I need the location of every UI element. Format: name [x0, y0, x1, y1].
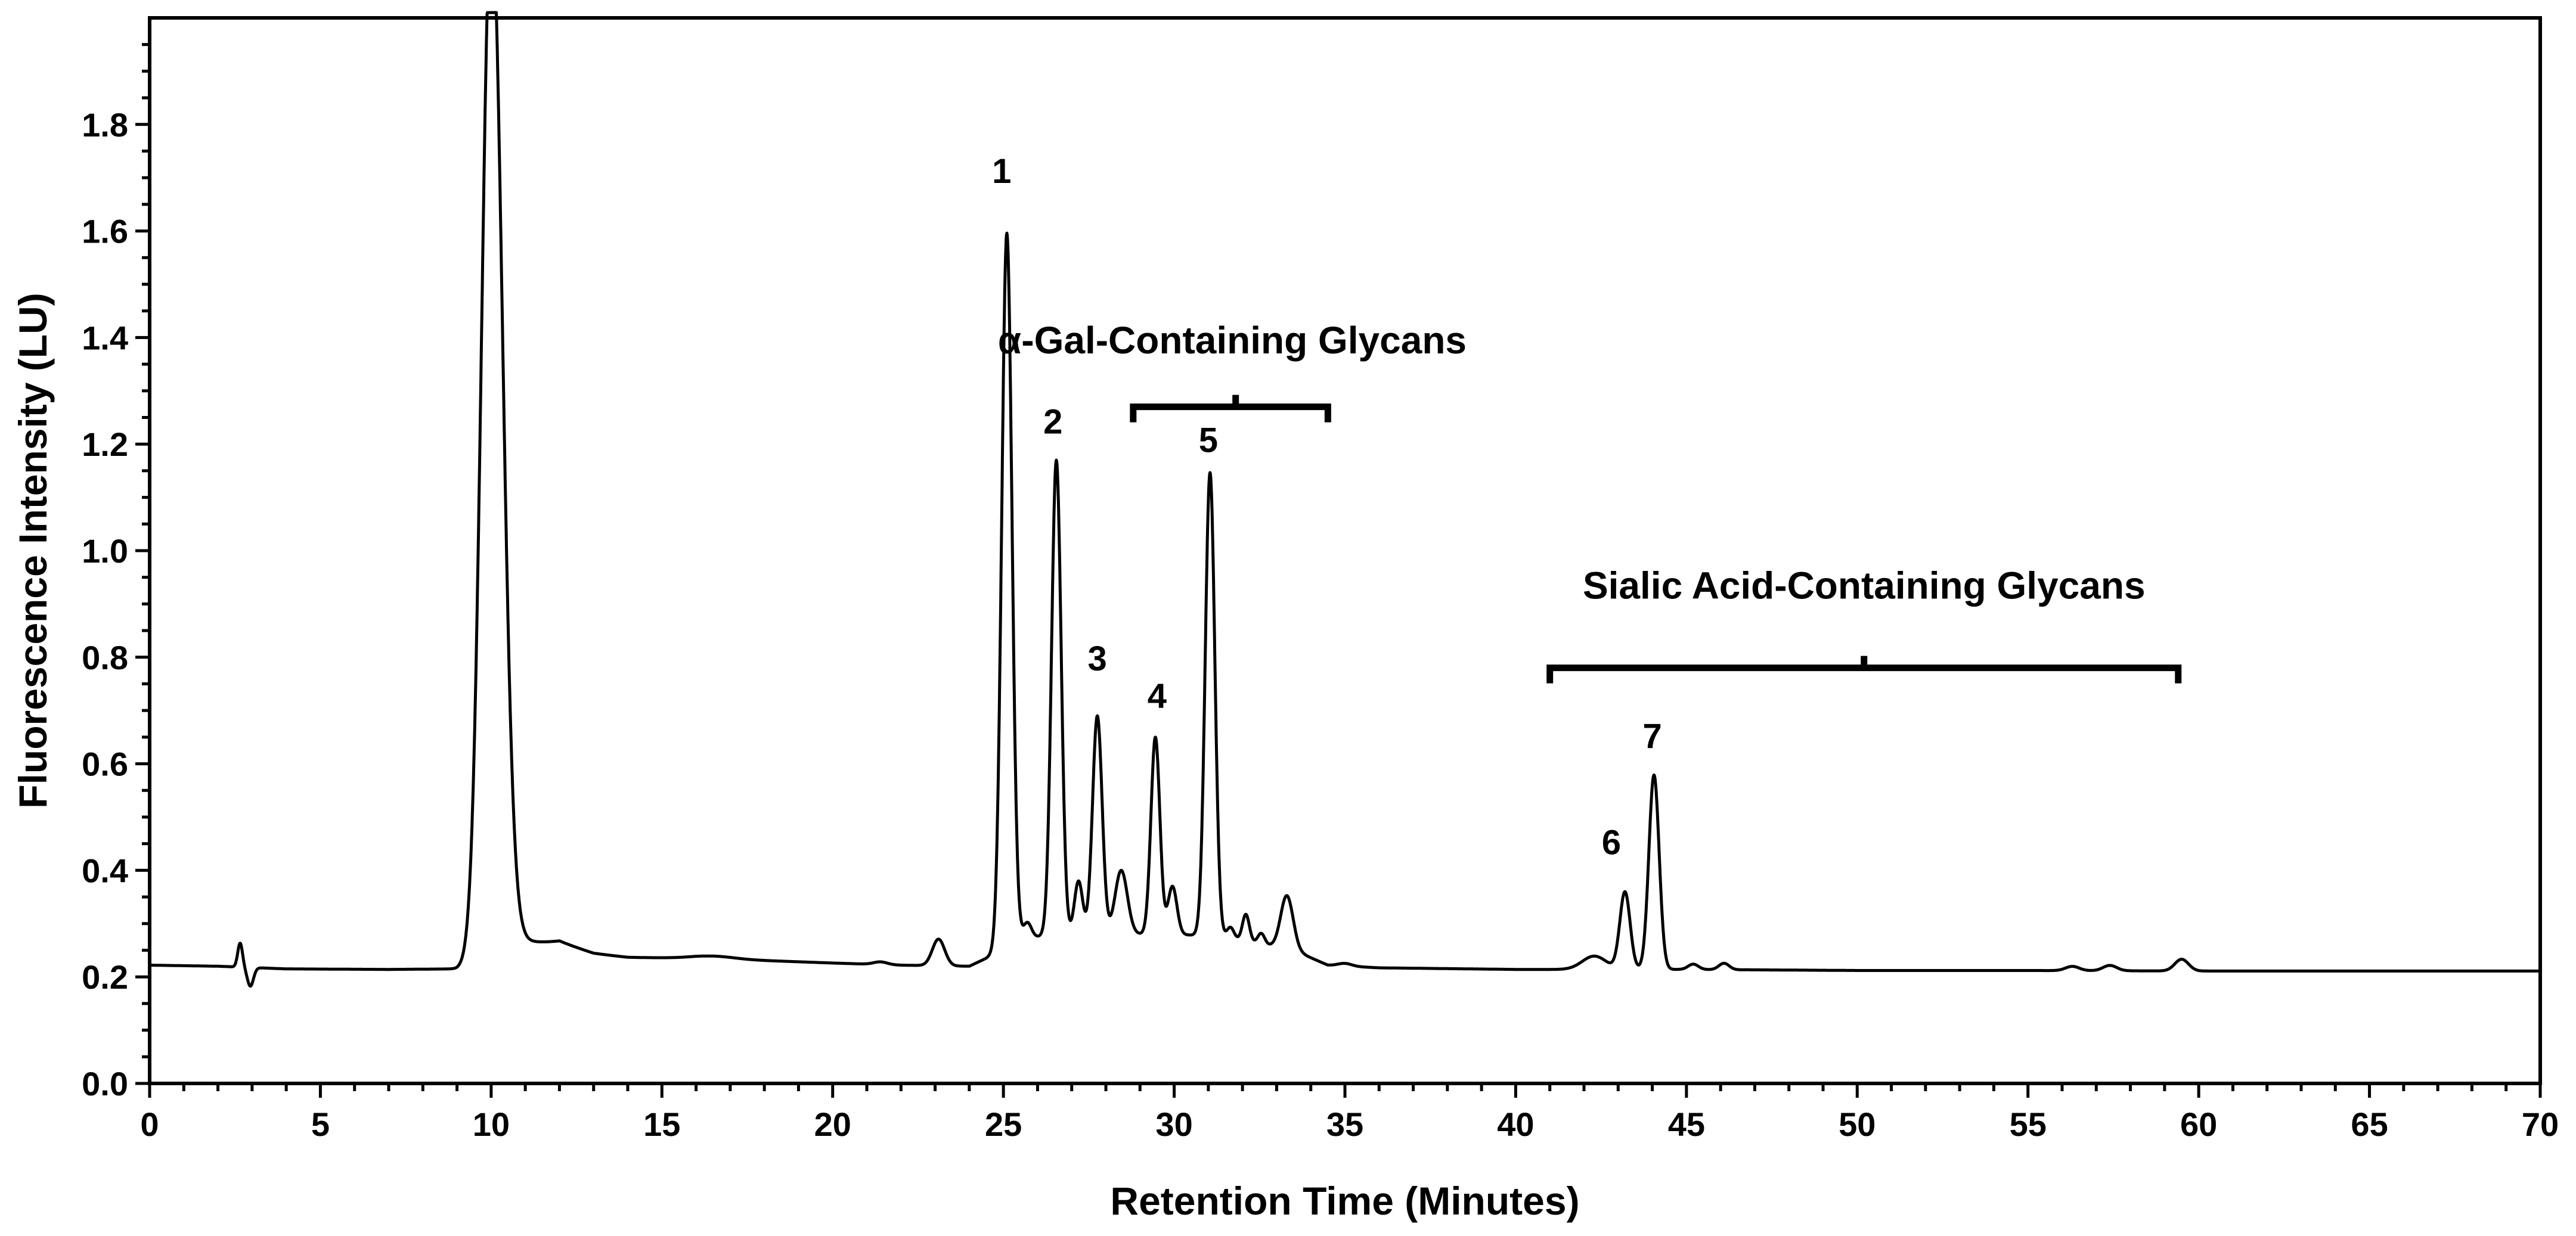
x-tick-label: 65 [2351, 1105, 2388, 1143]
peak-label: 4 [1148, 677, 1167, 716]
x-tick-label: 25 [985, 1105, 1022, 1143]
x-tick-label: 5 [311, 1105, 330, 1143]
y-tick-label: 1.8 [82, 106, 128, 144]
y-tick-label: 0.0 [82, 1065, 128, 1103]
x-tick-label: 45 [1668, 1105, 1705, 1143]
x-tick-label: 35 [1326, 1105, 1363, 1143]
x-axis-ticks [148, 1083, 2542, 1098]
x-tick-label: 40 [1497, 1105, 1534, 1143]
x-tick-label: 50 [1839, 1105, 1876, 1143]
x-axis-tick-labels: 0 5 10 15 20 25 30 35 40 45 50 55 60 65 70 [140, 1105, 2559, 1143]
x-tick-label: 0 [140, 1105, 159, 1143]
peak-label: 1 [992, 152, 1011, 191]
plot-frame [148, 16, 2542, 1085]
annotation-bracket [1130, 395, 1331, 423]
y-axis-title: Fluorescence Intensity (LU) [11, 293, 55, 809]
y-tick-label: 0.2 [82, 958, 128, 996]
annotation-bracket [1546, 656, 2182, 684]
peak-label: 3 [1088, 639, 1107, 678]
peak-label: 2 [1043, 402, 1062, 441]
x-tick-label: 15 [643, 1105, 680, 1143]
y-tick-label: 1.6 [82, 213, 128, 250]
x-tick-label: 10 [473, 1105, 510, 1143]
peak-labels: 1 2 3 4 5 6 7 [992, 152, 1662, 862]
annotation-label: Sialic Acid-Containing Glycans [1583, 564, 2146, 607]
annotation-labels: α-Gal-Containing Glycans Sialic Acid-Cont… [998, 319, 2146, 607]
y-tick-label: 1.0 [82, 532, 128, 570]
y-axis-tick-labels: 0.0 0.2 0.4 0.6 0.8 1.0 1.2 1.4 1.6 1.8 [82, 106, 128, 1103]
y-tick-label: 1.4 [82, 319, 128, 356]
x-tick-label: 70 [2522, 1105, 2559, 1143]
y-tick-label: 1.2 [82, 426, 128, 463]
peak-label: 7 [1642, 717, 1661, 756]
x-tick-label: 30 [1155, 1105, 1192, 1143]
y-tick-label: 0.6 [82, 746, 128, 783]
annotation-brackets [1130, 395, 2182, 684]
x-axis-title: Retention Time (Minutes) [1110, 1179, 1579, 1223]
peak-label: 6 [1602, 824, 1621, 862]
annotation-label: α-Gal-Containing Glycans [998, 319, 1467, 362]
x-tick-label: 60 [2180, 1105, 2217, 1143]
peak-label: 5 [1199, 421, 1218, 460]
chromatogram-trace [148, 11, 2541, 988]
x-tick-label: 55 [2010, 1105, 2047, 1143]
y-tick-label: 0.4 [82, 852, 128, 889]
x-tick-label: 20 [814, 1105, 851, 1143]
y-axis-ticks [135, 43, 150, 1085]
y-tick-label: 0.8 [82, 639, 128, 676]
